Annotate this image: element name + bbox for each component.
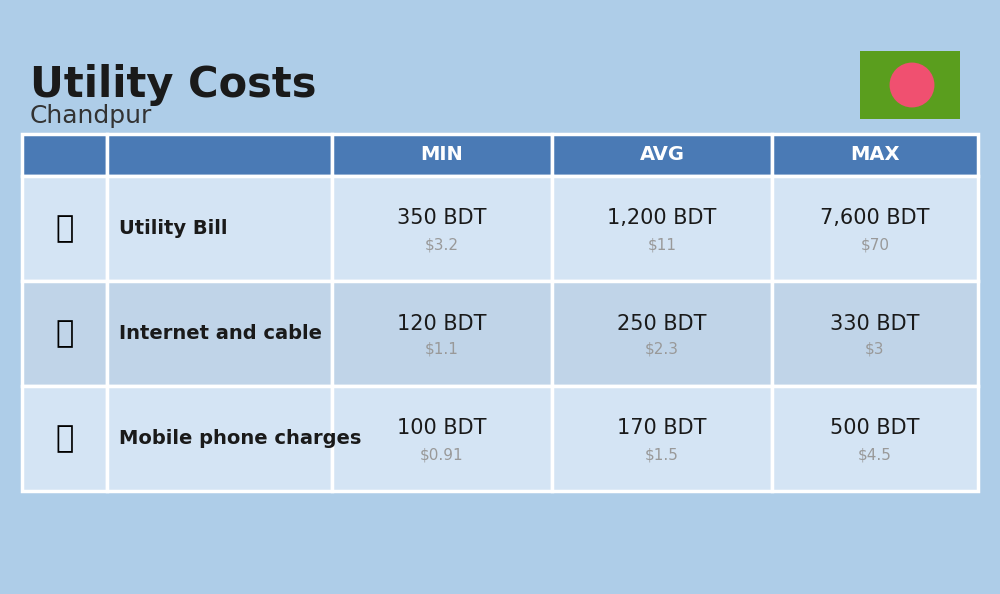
FancyBboxPatch shape xyxy=(107,176,332,281)
FancyBboxPatch shape xyxy=(332,281,552,386)
Text: $1.5: $1.5 xyxy=(645,447,679,462)
Text: AVG: AVG xyxy=(640,146,684,165)
Text: 170 BDT: 170 BDT xyxy=(617,419,707,438)
Text: Utility Bill: Utility Bill xyxy=(119,219,228,238)
FancyBboxPatch shape xyxy=(552,176,772,281)
FancyBboxPatch shape xyxy=(22,386,107,491)
FancyBboxPatch shape xyxy=(107,281,332,386)
Text: MIN: MIN xyxy=(421,146,463,165)
FancyBboxPatch shape xyxy=(34,304,94,364)
Text: $0.91: $0.91 xyxy=(420,447,464,462)
Text: $70: $70 xyxy=(860,237,890,252)
FancyBboxPatch shape xyxy=(772,134,978,176)
Ellipse shape xyxy=(890,62,934,108)
Text: Utility Costs: Utility Costs xyxy=(30,64,316,106)
Text: 120 BDT: 120 BDT xyxy=(397,314,487,333)
FancyBboxPatch shape xyxy=(552,281,772,386)
Text: Mobile phone charges: Mobile phone charges xyxy=(119,429,361,448)
Text: $11: $11 xyxy=(648,237,676,252)
FancyBboxPatch shape xyxy=(332,386,552,491)
FancyBboxPatch shape xyxy=(107,134,332,176)
Text: 📱: 📱 xyxy=(55,424,74,453)
FancyBboxPatch shape xyxy=(22,134,107,176)
FancyBboxPatch shape xyxy=(860,51,960,119)
Text: 350 BDT: 350 BDT xyxy=(397,208,487,229)
Text: $3.2: $3.2 xyxy=(425,237,459,252)
Text: $3: $3 xyxy=(865,342,885,357)
FancyBboxPatch shape xyxy=(332,134,552,176)
FancyBboxPatch shape xyxy=(772,176,978,281)
Text: 📡: 📡 xyxy=(55,319,74,348)
FancyBboxPatch shape xyxy=(22,281,107,386)
Text: MAX: MAX xyxy=(850,146,900,165)
FancyBboxPatch shape xyxy=(552,134,772,176)
FancyBboxPatch shape xyxy=(22,176,107,281)
FancyBboxPatch shape xyxy=(772,386,978,491)
Text: 330 BDT: 330 BDT xyxy=(830,314,920,333)
FancyBboxPatch shape xyxy=(772,281,978,386)
Text: 7,600 BDT: 7,600 BDT xyxy=(820,208,930,229)
FancyBboxPatch shape xyxy=(34,409,94,469)
FancyBboxPatch shape xyxy=(332,176,552,281)
Text: 250 BDT: 250 BDT xyxy=(617,314,707,333)
Text: 1,200 BDT: 1,200 BDT xyxy=(607,208,717,229)
Text: $1.1: $1.1 xyxy=(425,342,459,357)
FancyBboxPatch shape xyxy=(34,198,94,258)
Text: 100 BDT: 100 BDT xyxy=(397,419,487,438)
Text: 🔌: 🔌 xyxy=(55,214,74,243)
FancyBboxPatch shape xyxy=(107,386,332,491)
Text: $4.5: $4.5 xyxy=(858,447,892,462)
FancyBboxPatch shape xyxy=(552,386,772,491)
Text: Chandpur: Chandpur xyxy=(30,104,152,128)
Text: 500 BDT: 500 BDT xyxy=(830,419,920,438)
Text: Internet and cable: Internet and cable xyxy=(119,324,322,343)
Text: $2.3: $2.3 xyxy=(645,342,679,357)
